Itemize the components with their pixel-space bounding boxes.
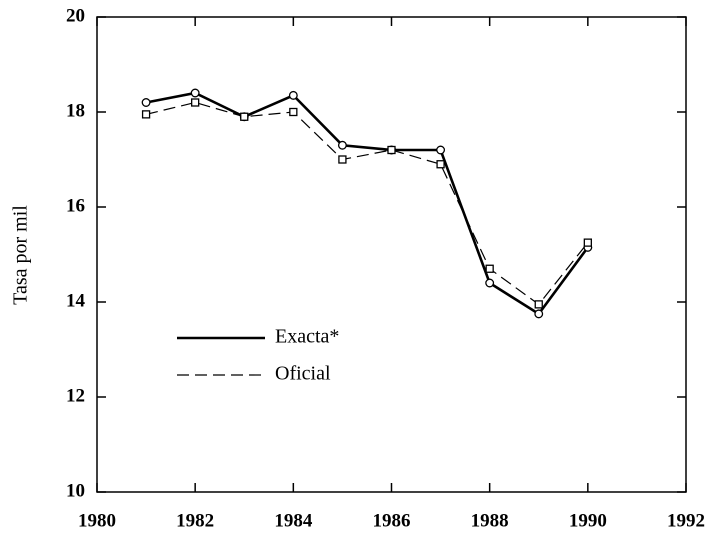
marker xyxy=(337,140,347,150)
x-tick-label: 1990 xyxy=(569,510,607,531)
y-tick-label: 20 xyxy=(66,5,85,26)
line xyxy=(145,101,589,306)
marker xyxy=(288,90,298,100)
marker xyxy=(534,309,544,319)
y-axis-label: Tasa por mil xyxy=(10,205,32,305)
x-tick-label: 1988 xyxy=(471,510,509,531)
y-tick-label: 16 xyxy=(66,195,85,216)
legend-label: Oficial xyxy=(275,363,331,385)
marker xyxy=(141,98,151,107)
marker xyxy=(485,264,494,273)
x-tick-label: 1984 xyxy=(274,510,313,531)
x-tick-label: 1982 xyxy=(176,510,214,531)
y-tick-label: 10 xyxy=(66,480,85,501)
marker xyxy=(534,300,543,309)
y-tick-label: 18 xyxy=(66,100,85,121)
y-tick-label: 12 xyxy=(66,385,85,406)
plot-frame xyxy=(96,16,687,493)
x-tick-label: 1980 xyxy=(78,510,116,531)
x-tick-label: 1986 xyxy=(373,510,411,531)
marker xyxy=(289,107,298,117)
marker xyxy=(485,278,495,288)
marker xyxy=(583,238,592,247)
marker xyxy=(141,110,151,119)
marker xyxy=(436,145,446,155)
legend-label: Exacta* xyxy=(275,326,339,348)
marker xyxy=(191,98,200,107)
marker xyxy=(436,160,445,169)
y-tick-label: 14 xyxy=(66,290,86,311)
line xyxy=(145,91,589,316)
marker xyxy=(190,88,200,98)
x-tick-label: 1992 xyxy=(667,510,705,531)
marker xyxy=(387,145,396,155)
marker xyxy=(338,155,347,164)
marker xyxy=(240,112,249,121)
